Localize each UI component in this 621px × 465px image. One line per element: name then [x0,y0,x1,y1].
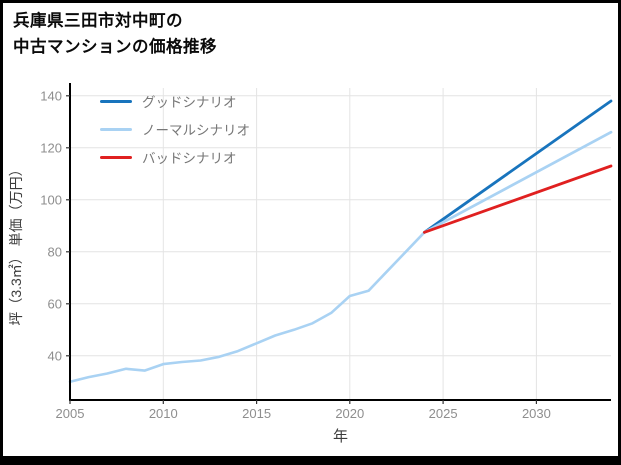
x-tick-label: 2005 [56,406,85,421]
legend: グッドシナリオ ノーマルシナリオ バッドシナリオ [100,87,250,171]
series-line-good [422,99,613,234]
y-tick-label: 60 [48,296,62,311]
series-line-historical [68,231,426,384]
chart-title-line2: 中古マンションの価格推移 [13,37,217,56]
legend-swatch-normal [100,127,132,131]
legend-label-good: グッドシナリオ [142,95,237,110]
series-line-normal [422,130,613,234]
legend-label-bad: バッドシナリオ [142,151,237,166]
x-tick-label: 2020 [335,406,364,421]
legend-item-normal: ノーマルシナリオ [100,115,250,143]
y-axis-label: 坪（3.3㎡） 単価（万円） [8,162,24,325]
chart-canvas: 2005 2010 2015 2020 2025 2030 40 60 80 100 120 140 年… [8,83,613,445]
x-tick-label: 2015 [242,406,271,421]
x-tick-label: 2030 [522,406,551,421]
y-tick-label: 100 [40,192,62,207]
tick-marks [66,95,538,404]
y-tick-label: 140 [40,88,62,103]
legend-label-normal: ノーマルシナリオ [142,123,250,138]
chart-area: 2005 2010 2015 2020 2025 2030 40 60 80 100 120 140 年… [3,3,618,456]
y-tick-label: 40 [48,348,62,363]
chart-title: 兵庫県三田市対中町の 中古マンションの価格推移 [13,9,217,60]
y-tick-label: 120 [40,140,62,155]
legend-item-bad: バッドシナリオ [100,143,250,171]
chart-title-line1: 兵庫県三田市対中町の [13,12,183,30]
x-tick-label: 2010 [149,406,178,421]
x-axis-label: 年 [333,428,348,445]
legend-swatch-good [100,99,132,103]
y-tick-label: 80 [48,244,62,259]
series-line-bad [422,164,613,234]
gridlines [69,88,611,400]
series-lines [68,99,613,384]
legend-swatch-bad [100,155,132,159]
legend-item-good: グッドシナリオ [100,87,250,115]
axes [69,83,611,401]
tick-labels: 2005 2010 2015 2020 2025 2030 40 60 80 100 120 140 [40,88,551,421]
x-tick-label: 2025 [429,406,458,421]
